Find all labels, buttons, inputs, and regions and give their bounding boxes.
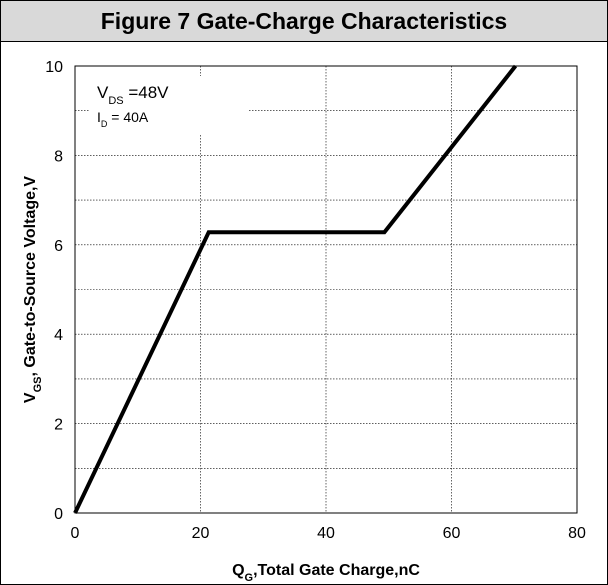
y-tick-label: 6: [54, 238, 63, 255]
x-tick-label: 80: [568, 525, 586, 542]
series-line-0: [73, 64, 518, 514]
y-tick-label: 0: [54, 506, 63, 523]
y-axis-title: VGS, Gate-to-Source Voltage,V: [22, 176, 44, 404]
y-tick-label: 10: [45, 59, 63, 76]
tick-labels: 0 20 40 60 80 0 2 4 6 8 10: [45, 59, 586, 542]
x-axis-title-rest: ,Total Gate Charge,nC: [253, 562, 420, 579]
x-axis-title-main: Q: [232, 562, 244, 579]
figure-title: Figure 7 Gate-Charge Characteristics: [1, 1, 607, 42]
x-tick-label: 0: [71, 525, 80, 542]
x-tick-label: 40: [317, 525, 335, 542]
annotation-text: ID = 40A: [97, 109, 149, 129]
y-tick-label: 4: [54, 327, 63, 344]
y-tick-label: 8: [54, 148, 63, 165]
y-axis-title-rest: , Gate-to-Source Voltage,V: [22, 176, 39, 377]
grid: [75, 66, 577, 513]
x-axis-title-sub: G: [245, 572, 254, 584]
annotation-box: [89, 76, 249, 134]
x-tick-label: 60: [443, 525, 461, 542]
y-tick-label: 2: [54, 417, 63, 434]
plot-area: [74, 65, 578, 514]
x-axis-title: QG,Total Gate Charge,nC: [232, 562, 420, 584]
annotation-rest: =48V: [124, 83, 170, 102]
y-axis-title-main: V: [22, 392, 39, 403]
annotation-main: V: [97, 83, 109, 102]
annotation-sub: D: [101, 119, 108, 129]
series-layer: [73, 64, 518, 514]
y-axis-title-sub: GS: [32, 377, 44, 393]
annotation-main: I: [97, 109, 101, 125]
annotation-rest: = 40A: [107, 109, 149, 125]
annotation-text: VDS =48V: [97, 83, 169, 107]
x-tick-label: 20: [192, 525, 210, 542]
annotation-sub: DS: [108, 95, 123, 107]
